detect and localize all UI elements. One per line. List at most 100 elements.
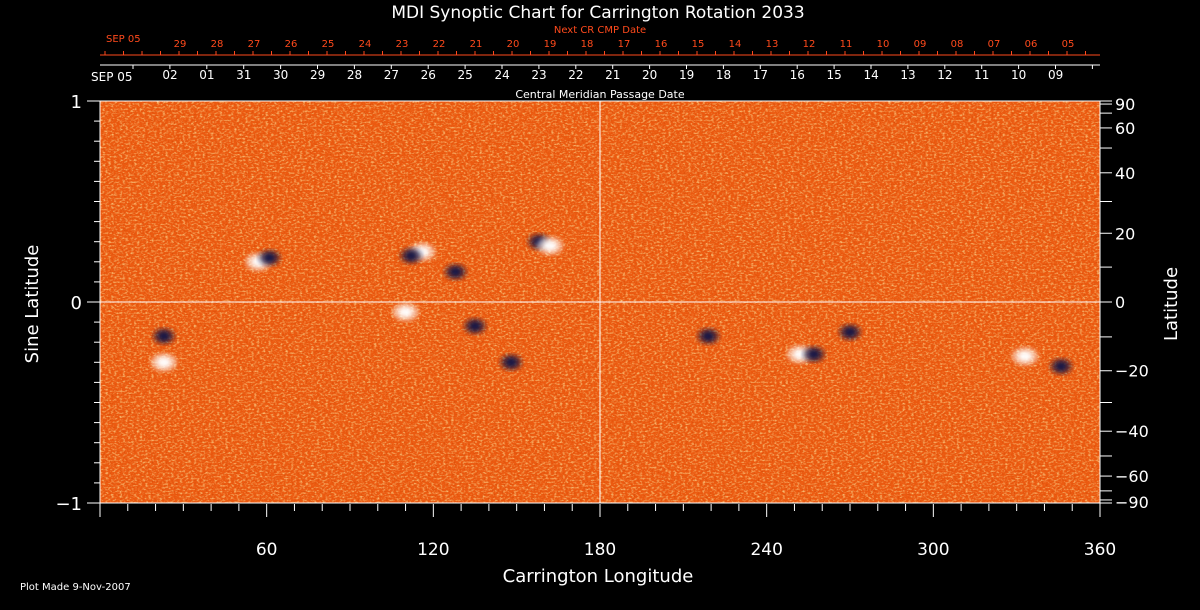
cmp-date-label: 20 xyxy=(642,68,657,82)
active-region-5 xyxy=(444,263,467,280)
region-core xyxy=(156,357,171,368)
cmp-date-label: 31 xyxy=(236,68,251,82)
region-core xyxy=(505,357,518,368)
active-regions xyxy=(150,233,1073,375)
region-core xyxy=(702,331,715,342)
cmp-date-label: 09 xyxy=(1048,68,1063,82)
region-core xyxy=(157,331,170,342)
region-core xyxy=(1018,351,1032,362)
cmp-date-label: 13 xyxy=(900,68,915,82)
active-region-8 xyxy=(152,328,175,345)
y-axis-label-left: Sine Latitude xyxy=(22,245,43,364)
next-cr-date-label: 16 xyxy=(655,39,668,50)
x-tick-label: 300 xyxy=(917,540,949,560)
next-cr-date-label: 22 xyxy=(433,39,446,50)
y-right-tick-label: 60 xyxy=(1115,119,1135,138)
y-right-tick-label: 0 xyxy=(1115,293,1125,312)
y-axis-label-right: Latitude xyxy=(1161,267,1182,341)
next-cr-date-label: 21 xyxy=(470,39,483,50)
next-cr-axis-title: Next CR CMP Date xyxy=(554,25,646,36)
active-region-15 xyxy=(802,346,825,363)
cmp-date-label: 24 xyxy=(494,68,509,82)
next-cr-date-label: 25 xyxy=(322,39,335,50)
active-region-18 xyxy=(1050,358,1073,375)
active-region-9 xyxy=(150,353,177,372)
chart-axes: 60 120 180 240 300 36010−1906040200−20−40−60−… xyxy=(55,39,1148,560)
region-core xyxy=(398,307,413,318)
next-cr-date-label: 09 xyxy=(914,39,927,50)
active-region-12 xyxy=(500,354,523,371)
cmp-date-label: 25 xyxy=(458,68,473,82)
cmp-date-label: 21 xyxy=(605,68,620,82)
cmp-date-label: 27 xyxy=(384,68,399,82)
active-region-4 xyxy=(400,247,423,264)
region-core xyxy=(807,349,820,360)
region-core xyxy=(1055,361,1068,372)
y-right-tick-label: 40 xyxy=(1115,164,1135,183)
y-right-tick-label: 90 xyxy=(1115,95,1135,114)
cmp-date-label: 17 xyxy=(753,68,768,82)
cmp-date-label: 29 xyxy=(310,68,325,82)
x-axis-label: Carrington Longitude xyxy=(503,566,694,587)
active-region-2 xyxy=(258,249,281,266)
next-cr-date-label: 18 xyxy=(581,39,594,50)
x-tick-label: 360 xyxy=(1084,540,1116,560)
cmp-date-label: 26 xyxy=(421,68,436,82)
next-cr-date-label: 29 xyxy=(174,39,187,50)
next-cr-date-label: 10 xyxy=(877,39,890,50)
next-cr-date-label: 12 xyxy=(803,39,816,50)
y-right-tick-label: −90 xyxy=(1115,493,1149,512)
chart-title: MDI Synoptic Chart for Carrington Rotati… xyxy=(391,3,804,23)
cmp-date-label: 10 xyxy=(1011,68,1026,82)
region-core xyxy=(469,321,481,332)
region-core xyxy=(543,240,557,251)
next-cr-date-label: 13 xyxy=(766,39,779,50)
y-right-tick-label: 20 xyxy=(1115,224,1135,243)
region-core xyxy=(405,250,418,261)
y-left-tick-label: −1 xyxy=(55,494,82,515)
active-region-17 xyxy=(1012,347,1038,366)
y-right-tick-label: −60 xyxy=(1115,467,1149,486)
next-cr-date-label: 20 xyxy=(507,39,520,50)
cmp-date-label: 11 xyxy=(974,68,989,82)
active-region-13 xyxy=(697,328,720,345)
next-cr-date-label: 07 xyxy=(988,39,1001,50)
next-cr-date-label: 26 xyxy=(285,39,298,50)
active-region-16 xyxy=(839,324,861,341)
y-left-tick-label: 0 xyxy=(71,293,82,314)
next-cr-date-label: 24 xyxy=(359,39,372,50)
cmp-date-label: 02 xyxy=(162,68,177,82)
cmp-start-label: SEP 05 xyxy=(91,70,133,84)
cmp-date-label: 22 xyxy=(568,68,583,82)
x-tick-label: 180 xyxy=(584,540,616,560)
y-right-tick-label: −40 xyxy=(1115,422,1149,441)
x-tick-label: 60 xyxy=(256,540,278,560)
cmp-date-label: 28 xyxy=(347,68,362,82)
next-cr-date-label: 14 xyxy=(729,39,742,50)
next-cr-date-label: 11 xyxy=(840,39,853,50)
cmp-date-label: 15 xyxy=(827,68,842,82)
active-region-7 xyxy=(537,236,563,255)
plot-made-footer: Plot Made 9-Nov-2007 xyxy=(20,582,131,593)
next-cr-date-label: 08 xyxy=(951,39,964,50)
cmp-date-label: 30 xyxy=(273,68,288,82)
active-region-10 xyxy=(392,303,419,322)
next-cr-date-label: 17 xyxy=(618,39,631,50)
cmp-date-label: 12 xyxy=(937,68,952,82)
next-cr-date-label: 06 xyxy=(1025,39,1038,50)
next-cr-start-label: SEP 05 xyxy=(106,34,141,45)
next-cr-date-label: 15 xyxy=(692,39,705,50)
next-cr-date-label: 23 xyxy=(396,39,409,50)
next-cr-date-label: 28 xyxy=(211,39,224,50)
next-cr-date-label: 19 xyxy=(544,39,557,50)
cmp-date-label: 19 xyxy=(679,68,694,82)
active-region-11 xyxy=(464,318,486,335)
region-core xyxy=(263,252,276,263)
cmp-date-label: 18 xyxy=(716,68,731,82)
next-cr-date-label: 27 xyxy=(248,39,261,50)
cmp-date-label: 01 xyxy=(199,68,214,82)
cmp-date-label: 16 xyxy=(790,68,805,82)
cmp-axis-title: Central Meridian Passage Date xyxy=(515,88,684,101)
